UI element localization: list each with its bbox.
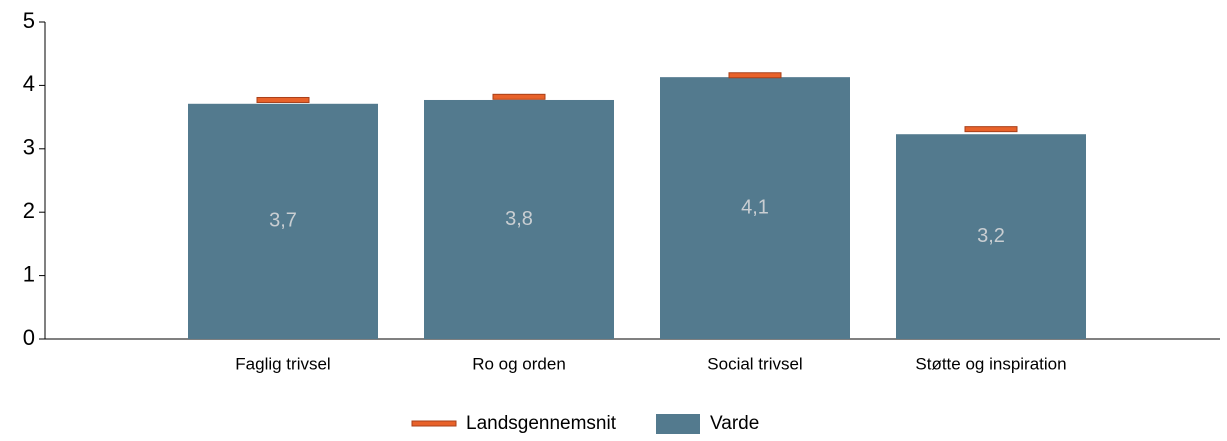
data-label: 3,7 [269, 210, 297, 232]
data-label: 3,2 [977, 225, 1005, 247]
y-tick-label: 4 [23, 71, 35, 96]
legend-label: Landsgennemsnit [466, 413, 617, 434]
x-tick-label: Ro og orden [472, 354, 566, 373]
y-tick-label: 3 [23, 135, 35, 160]
average-marker [728, 72, 782, 79]
y-tick-label: 2 [23, 198, 35, 223]
bar [896, 134, 1086, 339]
average-marker [964, 126, 1018, 133]
x-tick-label: Faglig trivsel [235, 354, 330, 373]
legend-swatch [656, 414, 700, 434]
data-label: 4,1 [741, 196, 769, 218]
bar [660, 77, 850, 340]
legend-label: Varde [710, 413, 759, 434]
x-tick-label: Støtte og inspiration [915, 354, 1066, 373]
y-tick-label: 5 [23, 8, 35, 33]
y-tick-label: 0 [23, 325, 35, 350]
legend-swatch [411, 420, 457, 427]
x-tick-label: Social trivsel [707, 354, 802, 373]
bar [188, 103, 378, 339]
y-tick-label: 1 [23, 261, 35, 286]
average-marker [256, 96, 310, 103]
average-marker [492, 93, 546, 100]
bar [424, 99, 614, 340]
data-label: 3,8 [505, 208, 533, 230]
